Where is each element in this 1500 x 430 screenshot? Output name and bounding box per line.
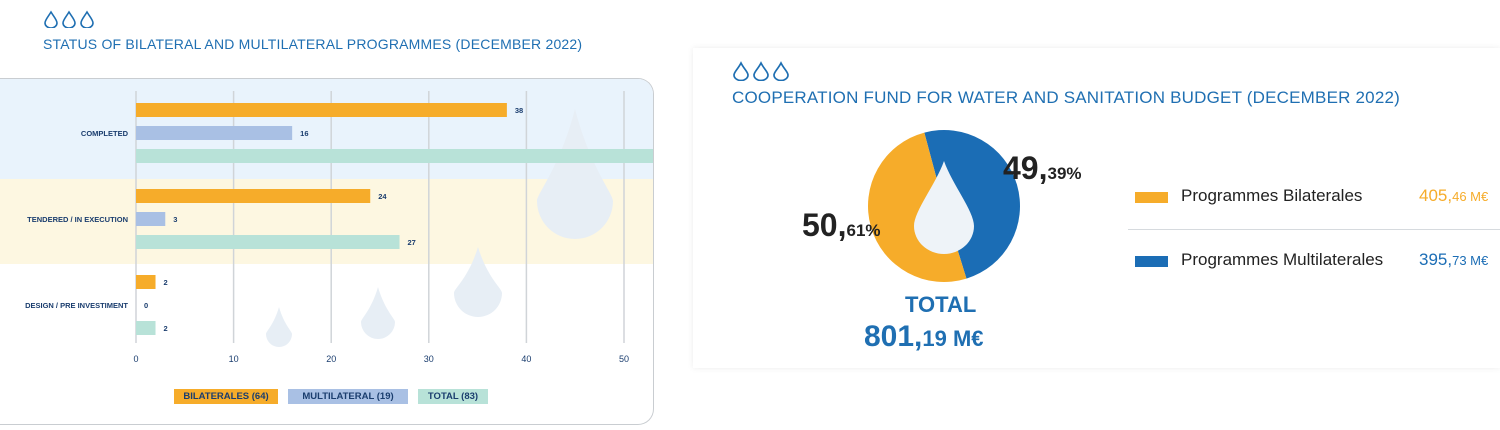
- legend-swatch-bilaterales: [1135, 192, 1168, 203]
- bar: [136, 212, 166, 226]
- legend-value: 395,73 M€: [1419, 250, 1489, 269]
- bar-value-label: 16: [300, 129, 308, 138]
- water-drop-icon: [914, 161, 974, 254]
- bar: [136, 149, 653, 163]
- total-label: TOTAL: [905, 292, 977, 317]
- pie-label-multilaterales: 49,39%: [1003, 150, 1082, 186]
- bar-value-label: 3: [173, 215, 177, 224]
- legend-multilateral: MULTILATERAL (19): [288, 389, 408, 404]
- pie-chart: [868, 129, 1021, 282]
- pie-label-bilaterales: 50,61%: [802, 207, 881, 243]
- decorative-drop-icon: [454, 247, 502, 317]
- chart-title-budget: COOPERATION FUND FOR WATER AND SANITATIO…: [732, 88, 1400, 107]
- legend-value: 405,46 M€: [1419, 186, 1489, 205]
- x-tick-label: 0: [133, 354, 138, 364]
- bar-chart-card: 01020304050COMPLETED381654TENDERED / IN …: [0, 78, 654, 425]
- decorative-drop-icon: [361, 287, 395, 339]
- pie-slice: [924, 129, 1021, 279]
- total-value: 801,19 M€: [864, 320, 984, 353]
- legend-multilaterales-row: Programmes Multilaterales 395,73 M€: [1135, 247, 1500, 277]
- decorative-drop-icon: [266, 307, 292, 347]
- legend-divider: [1128, 229, 1500, 230]
- decorative-drop-icon: [537, 109, 613, 239]
- bar-value-label: 0: [144, 301, 148, 310]
- chart-title-programmes-status: STATUS OF BILATERAL AND MULTILATERAL PRO…: [43, 36, 583, 52]
- water-drops-icon: [43, 10, 97, 28]
- bar-chart: 01020304050COMPLETED381654TENDERED / IN …: [25, 91, 653, 364]
- water-drops-icon: [732, 61, 792, 81]
- x-tick-label: 40: [521, 354, 531, 364]
- bar-value-label: 2: [164, 278, 168, 287]
- category-label: COMPLETED: [81, 129, 129, 138]
- bar: [136, 103, 507, 117]
- legend-swatch-multilaterales: [1135, 256, 1168, 267]
- bar-value-label: 38: [515, 106, 523, 115]
- budget-panel: [693, 48, 1500, 368]
- bar: [136, 189, 371, 203]
- x-tick-label: 10: [229, 354, 239, 364]
- bar: [136, 235, 400, 249]
- bar-value-label: 27: [408, 238, 416, 247]
- legend-label: Programmes Multilaterales: [1181, 250, 1384, 269]
- bar: [136, 321, 156, 335]
- x-tick-label: 30: [424, 354, 434, 364]
- bar-value-label: 24: [378, 192, 387, 201]
- category-label: TENDERED / IN EXECUTION: [27, 215, 128, 224]
- bar: [136, 275, 156, 289]
- x-tick-label: 50: [619, 354, 629, 364]
- bar-value-label: 2: [164, 324, 168, 333]
- legend-bilaterales-row: Programmes Bilaterales 405,46 M€: [1135, 183, 1500, 213]
- x-tick-label: 20: [326, 354, 336, 364]
- legend-label: Programmes Bilaterales: [1181, 186, 1363, 205]
- legend-bilaterales: BILATERALES (64): [174, 389, 278, 404]
- bar: [136, 126, 293, 140]
- legend-total: TOTAL (83): [418, 389, 488, 404]
- category-label: DESIGN / PRE INVESTIMENT: [25, 301, 128, 310]
